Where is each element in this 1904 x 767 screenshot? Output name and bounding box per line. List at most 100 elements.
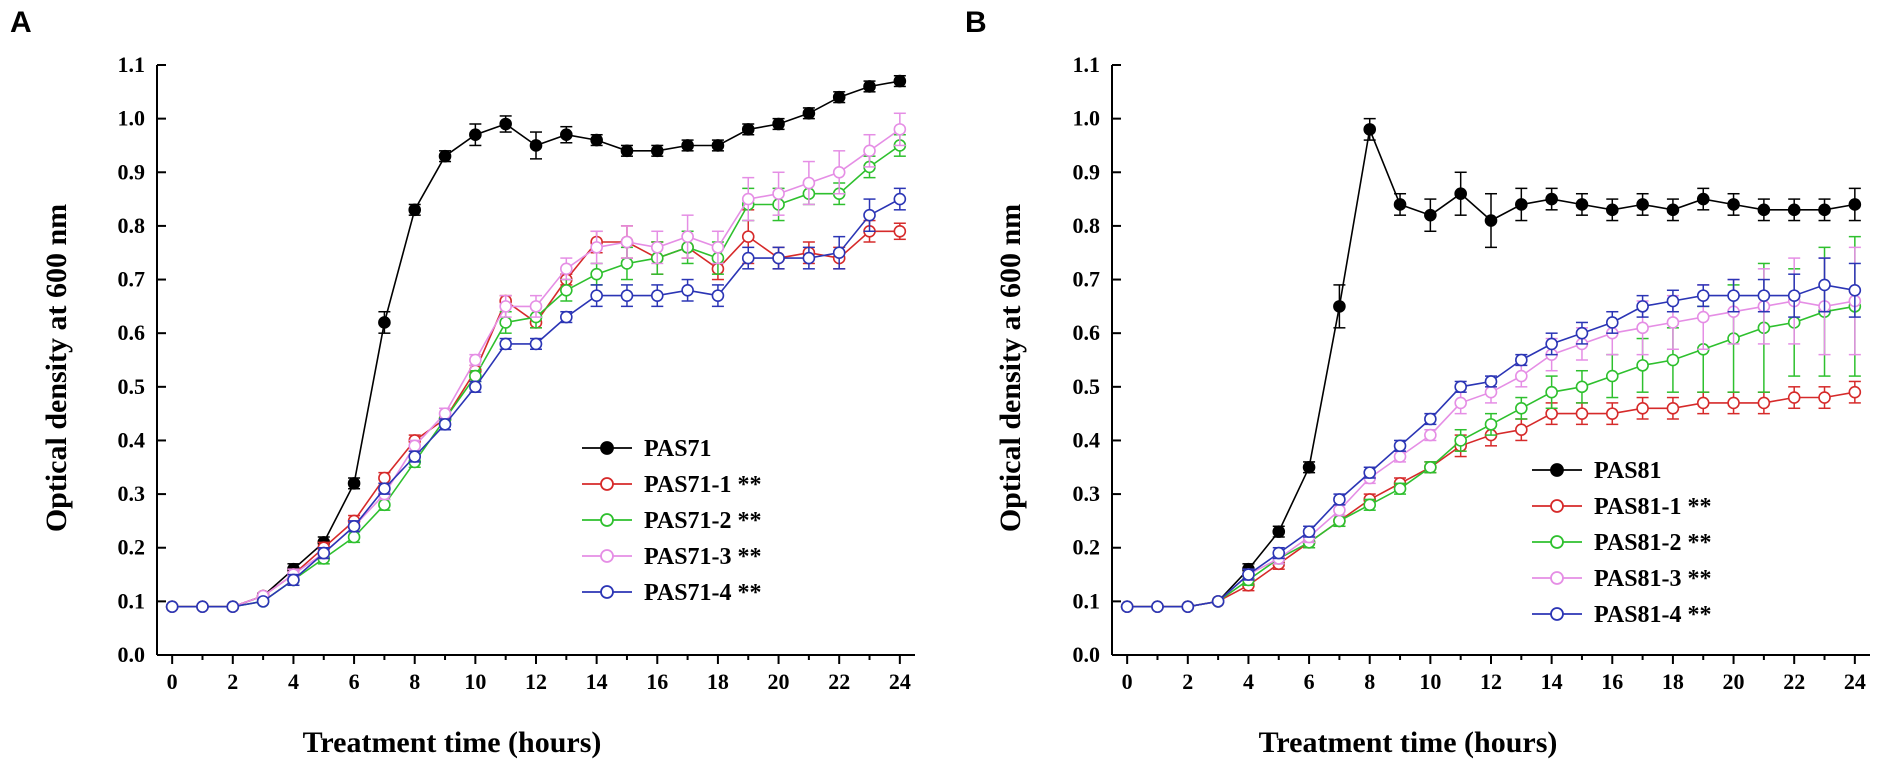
- data-point: [681, 139, 694, 152]
- data-point: [893, 192, 907, 206]
- data-point: [741, 230, 755, 243]
- series-line: [172, 230, 900, 608]
- data-point: [650, 289, 664, 302]
- data-point: [438, 418, 452, 431]
- legend-marker: [600, 585, 614, 599]
- data-point: [378, 498, 391, 512]
- x-tick-label: 14: [1541, 669, 1563, 694]
- y-axis-title-b: Optical density at 600 nm: [994, 204, 1027, 532]
- y-tick-label: 0.5: [118, 374, 146, 399]
- data-point: [1818, 278, 1831, 292]
- y-tick-label: 0.2: [118, 535, 146, 560]
- data-point: [1333, 503, 1346, 517]
- data-point: [832, 246, 846, 260]
- panel-label-a: A: [10, 6, 32, 39]
- y-tick-label: 0.8: [1073, 213, 1101, 238]
- data-point: [1515, 423, 1528, 437]
- y-tick-label: 0.6: [1073, 320, 1101, 345]
- series-b-4: [1120, 257, 1862, 614]
- y-axis-title-a: Optical density at 600 nm: [40, 204, 73, 532]
- data-point: [256, 595, 270, 608]
- data-point: [590, 241, 603, 254]
- data-point: [1848, 198, 1862, 211]
- x-tick-label: 20: [1723, 669, 1745, 694]
- x-axis-title-b: Treatment time (hours): [1259, 726, 1558, 759]
- data-point: [408, 439, 422, 453]
- legend-label: PAS71-4 **: [644, 580, 762, 606]
- x-tick-label: 2: [1182, 669, 1193, 694]
- data-point: [1848, 283, 1862, 297]
- data-point: [1818, 203, 1831, 217]
- data-point: [772, 251, 785, 265]
- data-point: [1484, 214, 1498, 227]
- data-point: [499, 117, 512, 131]
- panel-label-b: B: [965, 6, 987, 39]
- data-point: [1272, 525, 1286, 538]
- data-point: [863, 80, 876, 93]
- data-point: [590, 289, 603, 302]
- data-point: [893, 123, 907, 136]
- data-point: [1605, 369, 1619, 383]
- data-point: [469, 380, 482, 394]
- x-tick-label: 20: [768, 669, 790, 694]
- y-tick-label: 0.7: [118, 267, 146, 292]
- data-point: [1454, 396, 1467, 410]
- y-tick-label: 0.5: [1073, 374, 1101, 399]
- data-point: [378, 482, 391, 496]
- data-point: [469, 128, 482, 142]
- data-point: [1666, 401, 1680, 415]
- data-point: [741, 123, 755, 136]
- data-point: [1605, 203, 1619, 217]
- data-point: [863, 208, 876, 222]
- data-point: [1757, 203, 1771, 217]
- y-tick-label: 1.1: [118, 52, 146, 77]
- data-point: [1575, 380, 1589, 394]
- x-axis-title-a: Treatment time (hours): [303, 726, 602, 759]
- x-tick-label: 0: [167, 669, 178, 694]
- data-point: [1636, 300, 1649, 313]
- data-point: [469, 369, 482, 383]
- data-point: [1515, 369, 1528, 383]
- panel-b: B Treatment time (hours) Optical density…: [965, 6, 1870, 759]
- x-tick-label: 14: [586, 669, 608, 694]
- legend-marker: [1550, 535, 1564, 549]
- data-point: [1393, 482, 1407, 496]
- y-tick-label: 0.1: [118, 588, 146, 613]
- data-point: [590, 133, 603, 147]
- y-tick-label: 1.1: [1073, 52, 1101, 77]
- data-point: [378, 471, 391, 485]
- data-point: [741, 192, 755, 206]
- x-tick-label: 2: [227, 669, 238, 694]
- legend-label: PAS71: [644, 436, 712, 462]
- data-point: [1424, 208, 1437, 222]
- data-point: [741, 251, 755, 265]
- data-point: [1363, 498, 1377, 512]
- y-tick-label: 0.7: [1073, 267, 1101, 292]
- y-tick-label: 1.0: [118, 106, 146, 131]
- data-point: [1636, 359, 1649, 372]
- data-point: [802, 106, 816, 120]
- data-point: [1363, 466, 1377, 479]
- data-point: [1393, 450, 1407, 463]
- panel-a: A Treatment time (hours) Optical density…: [10, 6, 915, 759]
- data-point: [1302, 460, 1316, 474]
- x-tick-label: 18: [707, 669, 729, 694]
- data-point: [1393, 198, 1407, 211]
- x-tick-label: 16: [1601, 669, 1623, 694]
- data-point: [1605, 407, 1619, 420]
- data-point: [650, 144, 664, 158]
- data-point: [1272, 546, 1286, 560]
- data-point: [1636, 198, 1649, 211]
- data-point: [711, 289, 725, 302]
- y-tick-label: 0.3: [1073, 481, 1101, 506]
- x-tick-label: 12: [1480, 669, 1502, 694]
- legend-marker: [1550, 499, 1564, 513]
- x-tick-label: 0: [1122, 669, 1133, 694]
- series-b-0: [1120, 117, 1862, 614]
- data-point: [1787, 289, 1801, 302]
- legend-marker: [600, 441, 614, 455]
- data-point: [499, 316, 512, 329]
- legend-marker: [1550, 571, 1564, 585]
- data-point: [469, 353, 482, 367]
- data-point: [1454, 187, 1467, 201]
